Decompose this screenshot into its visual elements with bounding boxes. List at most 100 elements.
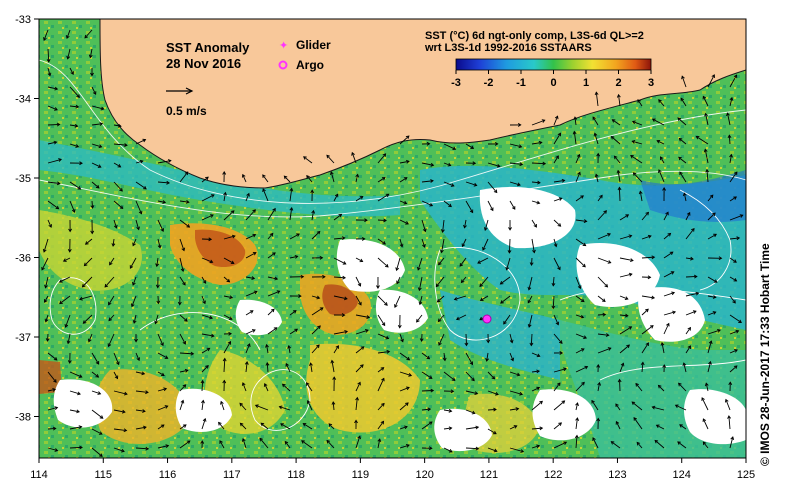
current-arrow <box>157 180 170 185</box>
current-arrow <box>465 409 476 415</box>
current-arrow <box>509 407 520 411</box>
current-arrow <box>641 325 654 335</box>
current-arrow <box>201 176 209 183</box>
current-arrow <box>637 99 643 107</box>
current-arrow <box>113 162 122 168</box>
current-arrow <box>553 314 560 326</box>
current-arrow <box>265 343 269 354</box>
current-arrow <box>421 388 435 393</box>
current-arrow <box>58 276 71 283</box>
current-arrow <box>303 156 313 164</box>
current-arrow <box>421 371 433 379</box>
current-arrow <box>179 219 191 228</box>
current-arrow <box>355 329 369 335</box>
current-arrow <box>619 272 633 278</box>
current-arrow <box>553 238 558 248</box>
current-arrow <box>729 214 744 221</box>
x-tick-label: 123 <box>608 469 626 481</box>
current-arrow <box>641 211 649 221</box>
current-arrow <box>245 310 254 316</box>
current-arrow <box>91 409 104 419</box>
current-arrow <box>284 440 291 449</box>
current-arrow <box>65 29 71 39</box>
current-arrow <box>201 276 207 284</box>
current-arrow <box>702 418 709 430</box>
current-arrow <box>707 360 712 373</box>
current-arrow <box>267 308 275 316</box>
current-arrow <box>104 276 115 288</box>
current-arrow <box>443 200 452 208</box>
glider-legend: ✦ Glider <box>279 38 331 52</box>
current-arrow <box>355 435 361 449</box>
current-arrow <box>260 422 269 430</box>
current-arrow <box>355 346 365 354</box>
current-arrow <box>551 276 556 287</box>
current-arrow <box>679 171 687 183</box>
current-arrow <box>611 119 621 126</box>
current-arrow <box>157 444 170 449</box>
current-arrow <box>399 333 404 343</box>
current-arrow <box>487 428 497 435</box>
current-arrow <box>355 257 364 263</box>
current-arrow <box>132 238 137 247</box>
current-arrow <box>47 181 61 186</box>
current-arrow <box>399 402 409 411</box>
current-arrow <box>113 143 128 147</box>
current-arrow <box>222 171 227 183</box>
current-arrow <box>682 192 687 202</box>
x-tick-label: 120 <box>415 469 433 481</box>
current-arrow <box>685 211 691 221</box>
glider-icon: ✦ <box>279 40 288 52</box>
colorbar-tick-label: -3 <box>451 77 461 89</box>
current-arrow <box>377 420 385 430</box>
current-arrow <box>310 189 315 202</box>
current-arrow <box>529 333 534 347</box>
current-arrow <box>575 276 582 290</box>
current-arrow <box>355 295 362 306</box>
argo-float-marker[interactable] <box>482 314 492 324</box>
current-arrow <box>157 238 162 249</box>
current-arrow <box>485 352 489 362</box>
current-arrow <box>109 257 115 266</box>
current-arrow <box>157 200 167 204</box>
current-arrow <box>619 344 630 354</box>
current-arrow <box>113 181 123 192</box>
current-arrow <box>289 274 305 279</box>
current-arrow <box>531 119 546 126</box>
current-arrow <box>465 390 479 395</box>
current-arrow <box>129 257 137 269</box>
current-arrow <box>509 352 515 362</box>
current-arrow <box>527 276 533 291</box>
current-arrow <box>179 238 186 252</box>
current-arrow <box>610 135 621 145</box>
current-arrow <box>575 365 589 373</box>
current-arrow <box>658 169 665 183</box>
current-arrow <box>619 362 625 373</box>
current-arrow <box>703 148 709 164</box>
current-arrow <box>135 138 147 145</box>
current-arrow <box>223 295 234 300</box>
argo-legend: Argo <box>278 58 324 72</box>
current-arrow <box>592 116 599 126</box>
current-arrow <box>641 308 649 316</box>
current-arrow <box>241 382 247 392</box>
current-arrow <box>487 162 501 168</box>
current-arrow <box>267 207 276 221</box>
current-arrow <box>355 276 362 287</box>
current-arrow <box>575 219 588 224</box>
current-arrow <box>244 361 249 373</box>
current-arrow <box>531 238 536 254</box>
current-arrow <box>377 238 386 245</box>
current-arrow <box>592 437 599 449</box>
current-arrow <box>482 238 489 251</box>
current-arrow <box>479 295 489 301</box>
current-arrow <box>69 409 80 414</box>
current-arrow <box>707 311 717 316</box>
current-arrow <box>377 367 385 373</box>
current-arrow <box>333 257 347 265</box>
current-arrow <box>617 186 622 202</box>
current-arrow <box>332 376 337 392</box>
y-axis: -33 -34 -35 -36 -37 -38 <box>15 14 39 424</box>
current-arrow <box>509 123 522 127</box>
current-arrow <box>90 219 95 235</box>
